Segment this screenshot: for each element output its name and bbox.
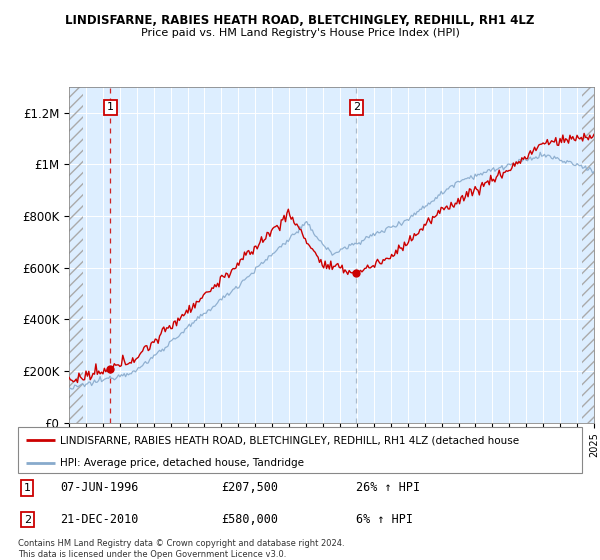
Text: Price paid vs. HM Land Registry's House Price Index (HPI): Price paid vs. HM Land Registry's House … xyxy=(140,28,460,38)
Text: £207,500: £207,500 xyxy=(221,482,278,494)
Text: LINDISFARNE, RABIES HEATH ROAD, BLETCHINGLEY, REDHILL, RH1 4LZ (detached house: LINDISFARNE, RABIES HEATH ROAD, BLETCHIN… xyxy=(60,435,520,445)
Text: Contains HM Land Registry data © Crown copyright and database right 2024.: Contains HM Land Registry data © Crown c… xyxy=(18,539,344,548)
Text: 1: 1 xyxy=(23,483,31,493)
Text: 6% ↑ HPI: 6% ↑ HPI xyxy=(356,513,413,526)
FancyBboxPatch shape xyxy=(18,427,582,473)
Text: 2: 2 xyxy=(353,102,360,113)
Text: LINDISFARNE, RABIES HEATH ROAD, BLETCHINGLEY, REDHILL, RH1 4LZ: LINDISFARNE, RABIES HEATH ROAD, BLETCHIN… xyxy=(65,14,535,27)
Text: 1: 1 xyxy=(107,102,114,113)
Text: 2: 2 xyxy=(23,515,31,525)
Text: HPI: Average price, detached house, Tandridge: HPI: Average price, detached house, Tand… xyxy=(60,458,304,468)
Text: £580,000: £580,000 xyxy=(221,513,278,526)
Text: 21-DEC-2010: 21-DEC-2010 xyxy=(60,513,139,526)
Text: 07-JUN-1996: 07-JUN-1996 xyxy=(60,482,139,494)
Text: 26% ↑ HPI: 26% ↑ HPI xyxy=(356,482,421,494)
Text: This data is licensed under the Open Government Licence v3.0.: This data is licensed under the Open Gov… xyxy=(18,550,286,559)
